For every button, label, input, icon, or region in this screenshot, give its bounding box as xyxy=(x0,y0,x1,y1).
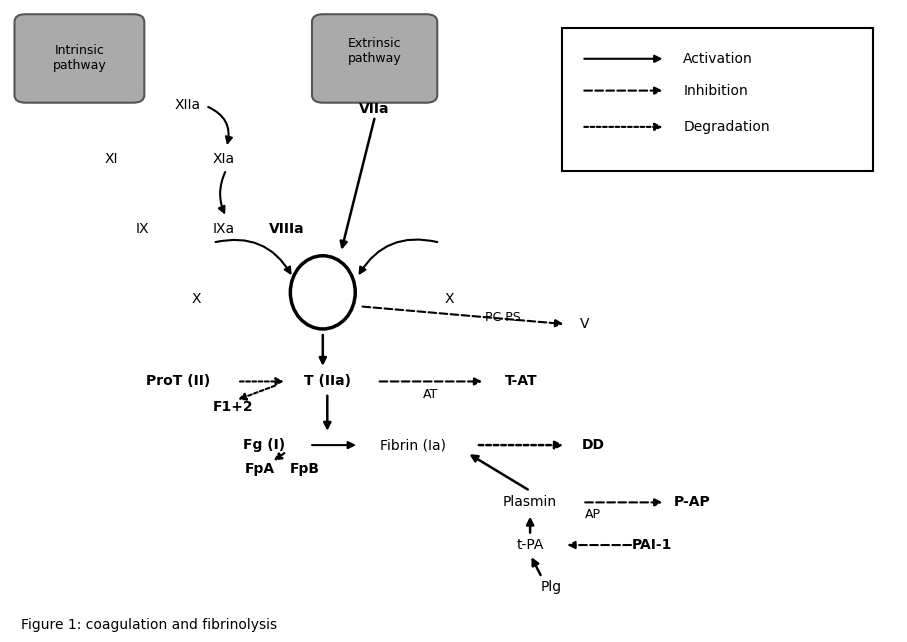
Text: FpB: FpB xyxy=(289,462,320,476)
FancyBboxPatch shape xyxy=(561,28,873,171)
Text: VIIa: VIIa xyxy=(359,102,390,116)
Text: P-AP: P-AP xyxy=(674,496,711,509)
Text: Fg (I): Fg (I) xyxy=(243,438,286,452)
Text: X: X xyxy=(444,291,454,306)
Text: Xa: Xa xyxy=(314,272,332,285)
Text: XI: XI xyxy=(104,152,118,166)
Text: T (IIa): T (IIa) xyxy=(304,374,351,388)
Text: AT: AT xyxy=(424,388,439,401)
Text: DD: DD xyxy=(581,438,605,452)
Text: PAI-1: PAI-1 xyxy=(631,538,672,552)
Text: Plasmin: Plasmin xyxy=(503,496,557,509)
Text: X: X xyxy=(192,291,201,306)
FancyBboxPatch shape xyxy=(312,14,437,103)
Text: V: V xyxy=(580,317,589,331)
Text: Activation: Activation xyxy=(683,52,753,65)
Text: IXa: IXa xyxy=(212,221,235,236)
Text: Degradation: Degradation xyxy=(683,120,770,134)
Text: Figure 1: coagulation and fibrinolysis: Figure 1: coagulation and fibrinolysis xyxy=(21,618,277,632)
Text: XIIa: XIIa xyxy=(174,98,200,112)
Text: AP: AP xyxy=(585,508,601,521)
Text: Intrinsic
pathway: Intrinsic pathway xyxy=(53,44,106,73)
Text: Fibrin (Ia): Fibrin (Ia) xyxy=(380,438,446,452)
Ellipse shape xyxy=(290,256,356,329)
Text: XIa: XIa xyxy=(212,152,235,166)
Text: PC PS: PC PS xyxy=(485,311,521,324)
Text: Extrinsic
pathway: Extrinsic pathway xyxy=(347,37,402,65)
FancyBboxPatch shape xyxy=(15,14,144,103)
Text: T-AT: T-AT xyxy=(505,374,538,388)
Text: F1+2: F1+2 xyxy=(212,400,253,414)
Text: FpA: FpA xyxy=(245,462,275,476)
Text: VIIIa: VIIIa xyxy=(268,221,305,236)
Text: ProT (II): ProT (II) xyxy=(146,374,210,388)
Text: t-PA: t-PA xyxy=(516,538,544,552)
Text: Va: Va xyxy=(315,299,331,313)
Text: IX: IX xyxy=(136,221,150,236)
Text: Inhibition: Inhibition xyxy=(683,83,748,98)
Text: Plg: Plg xyxy=(541,580,561,594)
